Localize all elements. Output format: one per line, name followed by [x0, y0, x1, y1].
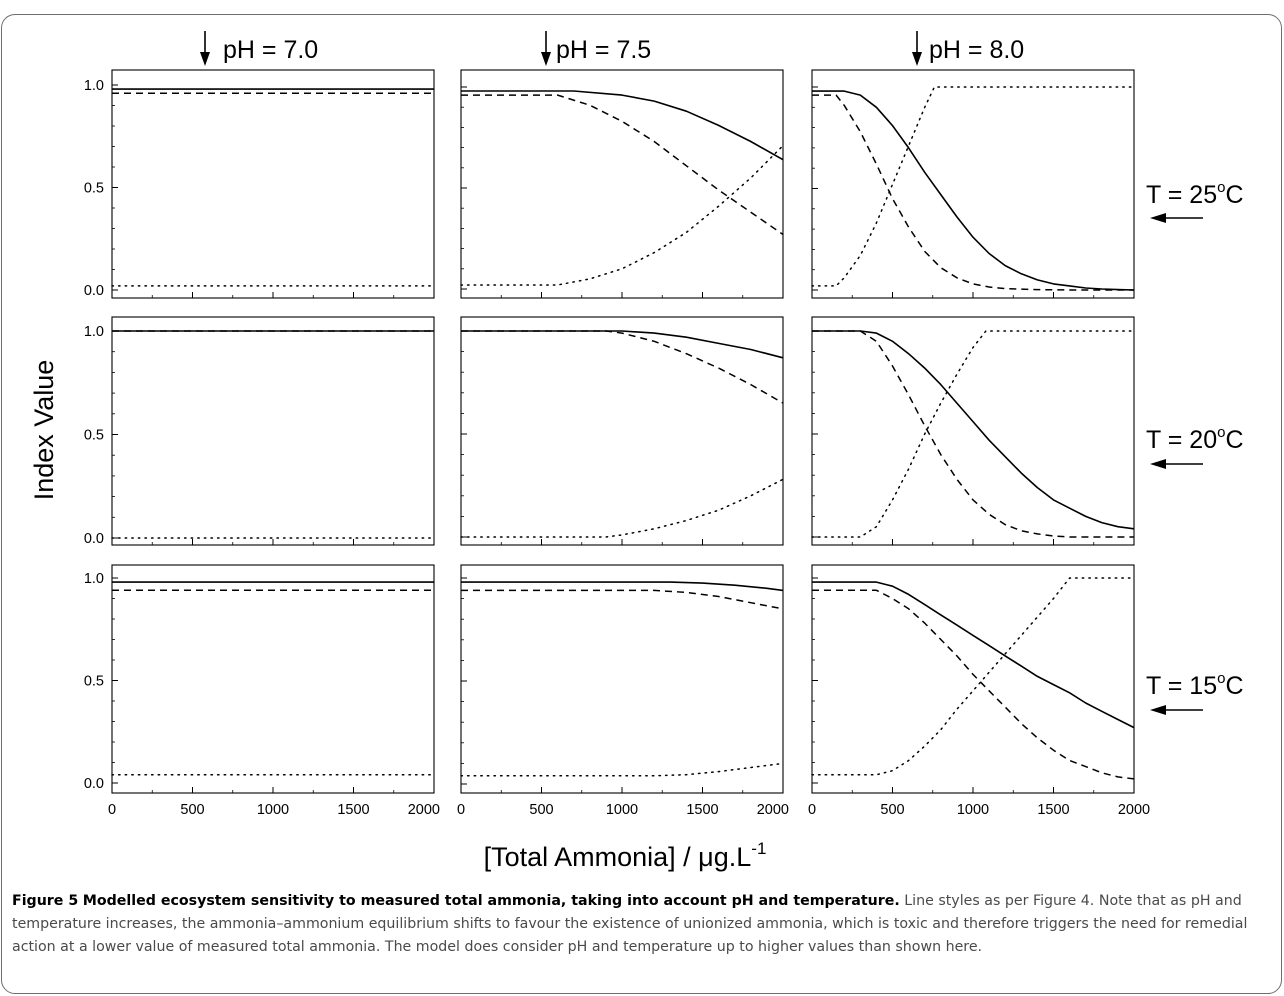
series-dotted-r1c2 [460, 144, 784, 286]
series-solid-r3c2 [461, 581, 784, 592]
xtick-label: 0 [108, 802, 116, 818]
series-dashed-r2c3 [812, 330, 1134, 538]
ytick-label: 0.0 [84, 283, 104, 299]
column-label: pH = 8.0 [929, 36, 1024, 64]
xtick-label: 0 [457, 802, 465, 818]
series-solid-r2c2 [461, 330, 784, 359]
row-label: T = 25oC [1146, 179, 1244, 209]
panel-r1c3 [811, 69, 1135, 299]
down-arrow-icon [200, 52, 210, 66]
ytick-label: 1.0 [84, 78, 104, 94]
figure-frame [1, 14, 1282, 994]
series-dashed-r1c2 [461, 94, 784, 236]
panel-r3c3 [811, 564, 1135, 794]
panel-r2c3 [811, 316, 1135, 546]
series-solid-r1c3 [812, 90, 1135, 291]
xtick-label: 1000 [257, 802, 289, 818]
xtick-label: 1500 [686, 802, 718, 818]
xtick-label: 500 [880, 802, 904, 818]
column-label: pH = 7.0 [223, 36, 318, 64]
xtick-label: 2000 [408, 802, 440, 818]
series-solid-r3c3 [812, 581, 1135, 729]
series-solid-r2c3 [812, 330, 1135, 530]
ytick-label: 0.5 [84, 428, 104, 444]
panel-r2c2 [460, 316, 784, 546]
down-arrow-icon [912, 52, 922, 66]
xtick-label: 500 [180, 802, 204, 818]
row-label: T = 15oC [1146, 670, 1244, 700]
left-arrow-icon [1150, 459, 1166, 469]
ytick-label: 0.0 [84, 776, 104, 792]
ytick-label: 1.0 [84, 324, 104, 340]
xtick-label: 1500 [337, 802, 369, 818]
xtick-label: 0 [808, 802, 816, 818]
series-dashed-r2c2 [461, 330, 784, 404]
row-label: T = 20oC [1146, 424, 1244, 454]
xtick-label: 2000 [1118, 802, 1150, 818]
left-arrow-icon [1150, 705, 1166, 715]
series-dashed-r3c2 [461, 589, 784, 610]
xtick-label: 2000 [757, 802, 789, 818]
series-dotted-r2c3 [811, 330, 1135, 538]
xtick-label: 1000 [606, 802, 638, 818]
xtick-label: 500 [529, 802, 553, 818]
panel-r3c1 [111, 564, 435, 794]
ytick-label: 1.0 [84, 571, 104, 587]
panel-r3c2 [460, 564, 784, 794]
figure-plot: 0.0 0.5 1.0 0.0 0.5 1.0 0.0 0.5 1.0 0 500 1000 1500 2… [29, 31, 1244, 872]
panel-r2c1 [111, 316, 435, 546]
caption-label: Figure 5 [12, 893, 79, 909]
series-dotted-r2c2 [460, 478, 784, 538]
figure-caption: Figure 5 Modelled ecosystem sensitivity … [12, 890, 1274, 959]
y-axis-title: Index Value [29, 360, 59, 501]
ytick-label: 0.0 [84, 531, 104, 547]
x-axis-title: [Total Ammonia] / μg.L-1 [484, 839, 767, 872]
panel-r1c1 [111, 69, 435, 299]
series-dotted-r1c3 [811, 86, 1135, 287]
left-arrow-icon [1150, 213, 1166, 223]
series-dotted-r3c3 [811, 577, 1135, 776]
series-solid-r1c2 [461, 90, 784, 161]
ytick-label: 0.5 [84, 181, 104, 197]
caption-title: Modelled ecosystem sensitivity to measur… [82, 893, 900, 909]
ytick-label: 0.5 [84, 674, 104, 690]
series-dashed-r3c3 [812, 589, 1135, 780]
series-dashed-r1c3 [812, 94, 1134, 291]
series-dotted-r3c2 [460, 762, 784, 777]
xtick-label: 1000 [957, 802, 989, 818]
column-label: pH = 7.5 [556, 36, 651, 64]
panel-r1c2 [460, 69, 784, 299]
down-arrow-icon [541, 52, 551, 66]
caption-body: Line styles as per Figure 4. Note that a… [12, 893, 1248, 955]
xtick-label: 1500 [1037, 802, 1069, 818]
